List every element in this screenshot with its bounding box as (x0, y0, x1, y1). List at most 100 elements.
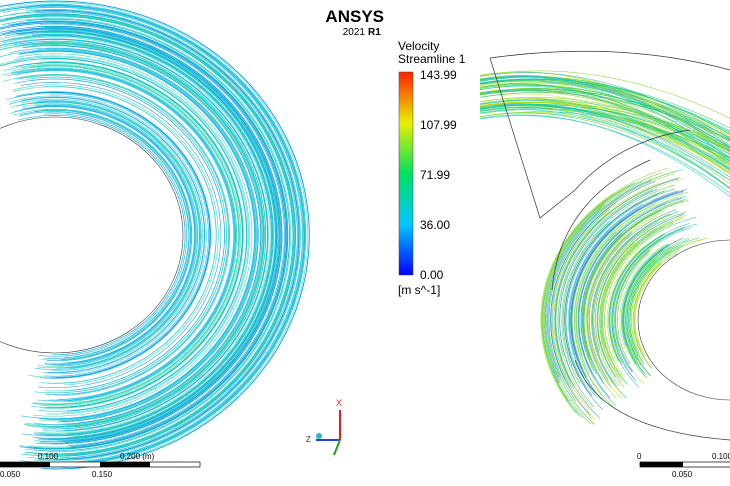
streamline (8, 10, 299, 460)
scale-label: 0.200 (m) (120, 452, 155, 461)
streamline (623, 249, 664, 376)
streamline (585, 210, 666, 373)
scale-label: 0.050 (0, 470, 21, 479)
streamline (16, 30, 278, 440)
streamline (0, 5, 305, 465)
inlet-streamline (479, 88, 730, 167)
inlet-streamline (479, 106, 730, 160)
logo: ANSYS 2021 R1 (325, 7, 384, 38)
inlet-streamline (479, 90, 730, 142)
streamline (0, 56, 249, 414)
streamline (25, 15, 295, 455)
streamline (578, 203, 666, 379)
streamline (13, 86, 217, 384)
color-bar (398, 71, 414, 276)
inner-wall (0, 116, 184, 354)
streamline (9, 47, 259, 423)
inner-wall (637, 239, 730, 401)
streamline (41, 109, 192, 361)
streamline (608, 242, 650, 362)
streamline (611, 223, 698, 346)
inlet-streamline (479, 80, 730, 136)
streamline (16, 13, 297, 457)
inlet-streamline (479, 78, 730, 133)
scale-seg (640, 462, 683, 467)
streamline (614, 250, 650, 372)
streamline (11, 68, 237, 402)
streamline (0, 28, 280, 442)
streamline (610, 236, 663, 363)
streamline (0, 25, 283, 445)
streamline (568, 204, 643, 398)
streamline (2, 35, 272, 435)
streamline (588, 233, 632, 383)
inlet-streamline (479, 101, 730, 174)
streamline (0, 49, 257, 421)
streamline (3, 63, 242, 407)
streamline (20, 110, 191, 360)
inlet-streamline (479, 74, 730, 153)
streamline (43, 103, 198, 367)
streamline (45, 45, 261, 425)
streamline (35, 109, 192, 360)
streamline (2, 73, 230, 396)
streamline (597, 242, 635, 388)
streamline (39, 23, 285, 446)
streamline (541, 186, 628, 384)
streamline (35, 91, 211, 379)
streamline (544, 181, 643, 378)
streamline (545, 207, 603, 381)
streamline (609, 223, 690, 388)
triad-z (333, 439, 341, 456)
streamline (2, 27, 281, 443)
streamline (612, 228, 684, 367)
streamline (21, 64, 241, 406)
streamline (561, 184, 676, 384)
streamline (559, 190, 654, 408)
inlet-streamline (479, 114, 730, 197)
streamline (592, 214, 672, 363)
inlet-streamline (479, 89, 730, 162)
inlet-streamline (479, 76, 730, 160)
streamline (544, 203, 605, 425)
streamline (8, 97, 205, 373)
streamline (44, 111, 189, 358)
inlet-streamline (479, 99, 730, 149)
streamline (22, 45, 262, 425)
right-streamlines (479, 50, 730, 441)
streamline (0, 14, 295, 456)
streamline (20, 7, 303, 464)
streamline (31, 76, 228, 394)
streamline (10, 100, 202, 369)
streamline (607, 245, 644, 362)
streamline (573, 191, 689, 396)
triad-origin (316, 433, 322, 439)
streamline (20, 81, 222, 389)
triad-z-label: Z (306, 435, 311, 444)
left-streamlines (0, 0, 310, 470)
streamline (0, 14, 295, 456)
streamline (18, 31, 276, 438)
streamline (9, 27, 281, 443)
inlet-streamline (479, 101, 730, 150)
inlet-streamline (479, 82, 730, 138)
streamline (18, 111, 190, 359)
streamline (0, 32, 276, 438)
streamline (624, 237, 690, 365)
streamline (28, 65, 240, 405)
streamline (46, 22, 287, 448)
streamline (37, 91, 211, 379)
streamline (13, 40, 267, 430)
streamline (576, 197, 679, 356)
streamline (570, 190, 685, 394)
inlet-streamline (479, 109, 730, 189)
inlet-streamline (479, 79, 730, 133)
streamline (568, 190, 679, 355)
streamline (44, 93, 209, 377)
streamline (588, 209, 677, 380)
streamline (34, 15, 294, 455)
streamline (4, 13, 296, 457)
streamline (631, 239, 702, 347)
scale-right: 0 0.100 0.050 (637, 452, 730, 479)
